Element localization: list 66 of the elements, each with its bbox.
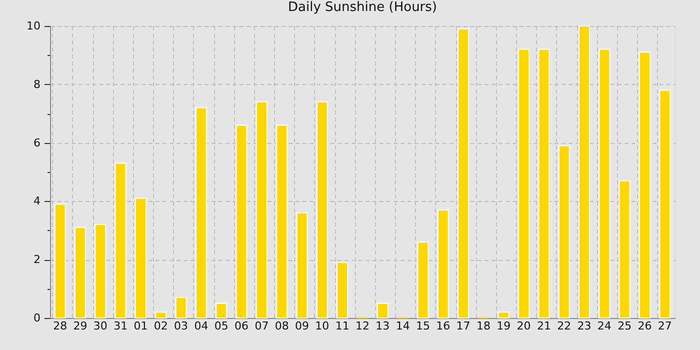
bar: [54, 204, 66, 318]
bar: [558, 145, 570, 318]
bar: [296, 212, 308, 318]
x-tick-label: 01: [134, 320, 148, 332]
bar: [74, 226, 86, 318]
bar: [336, 262, 348, 318]
bar: [618, 180, 630, 318]
x-tick-label: 28: [53, 320, 68, 332]
bar: [216, 302, 228, 318]
x-tick-label: 20: [516, 320, 531, 332]
bar: [538, 48, 550, 318]
bar: [518, 48, 530, 318]
bar: [639, 52, 650, 318]
y-tick-label: 10: [26, 20, 40, 32]
x-tick-label: 18: [476, 320, 490, 332]
x-tick-label: 25: [618, 320, 632, 332]
x-tick-label: 04: [194, 320, 208, 332]
x-tick-label: 22: [557, 320, 572, 332]
bar: [175, 297, 187, 318]
x-tick-label: 27: [658, 320, 672, 332]
x-tick-label: 29: [73, 320, 88, 332]
x-tick-label: 10: [315, 320, 330, 332]
x-tick-label: 02: [154, 320, 168, 332]
bar: [498, 312, 510, 318]
y-tick-label: 4: [34, 194, 40, 208]
bar: [276, 124, 288, 318]
bar: [236, 124, 248, 318]
y-tick-label: 6: [34, 136, 40, 150]
x-tick-label: 09: [295, 320, 310, 332]
bar: [195, 107, 207, 318]
bar: [94, 224, 106, 318]
bar: [659, 90, 671, 318]
x-tick-label: 07: [254, 320, 269, 332]
bar: [114, 162, 126, 318]
x-tick-label: 31: [114, 320, 128, 332]
x-tick-label: 13: [376, 320, 390, 332]
y-tick-label: 0: [34, 312, 40, 324]
x-tick-label: 03: [174, 320, 188, 332]
x-tick-label: 23: [577, 320, 592, 332]
bar: [458, 28, 470, 318]
bar: [578, 26, 590, 318]
bar: [256, 101, 268, 318]
x-tick-label: 14: [396, 320, 410, 332]
x-tick-label: 11: [335, 320, 350, 332]
x-tick-label: 06: [234, 320, 249, 332]
bar: [437, 209, 449, 318]
x-tick-label: 17: [456, 320, 470, 332]
x-tick-label: 15: [416, 320, 430, 332]
bar: [135, 198, 146, 318]
x-tick-label: 16: [436, 320, 450, 332]
chart-title: Daily Sunshine (Hours): [288, 0, 437, 15]
x-tick-label: 26: [638, 320, 652, 332]
bar: [316, 101, 328, 318]
bar: [417, 242, 429, 318]
x-tick-label: 08: [274, 320, 289, 332]
y-tick-label: 2: [34, 253, 40, 266]
bar: [376, 302, 388, 318]
y-tick-label: 8: [34, 78, 40, 91]
bar: [155, 312, 167, 318]
x-tick-label: 05: [214, 320, 228, 332]
x-tick-label: 19: [496, 320, 511, 332]
bar: [598, 48, 610, 318]
x-tick-label: 21: [536, 320, 551, 332]
x-tick-label: 24: [597, 320, 612, 332]
x-tick-label: 12: [356, 320, 370, 332]
x-tick-label: 30: [93, 320, 108, 332]
